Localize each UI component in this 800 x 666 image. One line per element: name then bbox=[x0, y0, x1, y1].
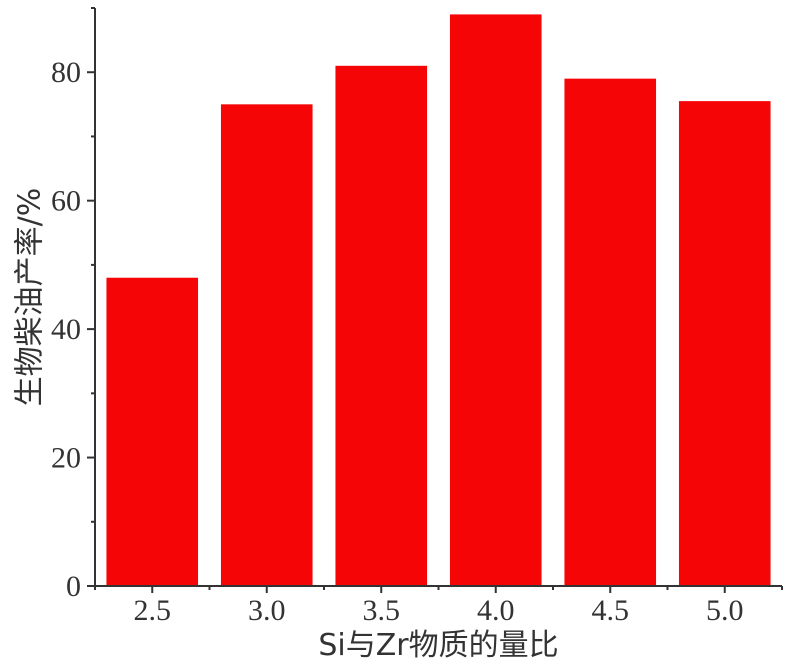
bar-4.5 bbox=[564, 78, 657, 587]
x-tick-label: 3.0 bbox=[248, 594, 286, 627]
y-tick-label: 80 bbox=[51, 56, 81, 89]
bar-2.5 bbox=[106, 277, 199, 586]
x-tick-label: 4.5 bbox=[592, 594, 630, 627]
y-tick-label: 20 bbox=[51, 442, 81, 475]
bar-5.0 bbox=[678, 101, 771, 586]
bar-3.0 bbox=[220, 104, 313, 586]
y-axis-title: 生物柴油产率/% bbox=[13, 188, 48, 407]
ticks-group: 2.5 3.0 3.5 4.0 4.5 5.0 0 20 40 60 80 bbox=[51, 7, 783, 627]
y-tick-label: 40 bbox=[51, 313, 81, 346]
bar-4.0 bbox=[449, 14, 542, 586]
x-tick-label: 3.5 bbox=[363, 594, 401, 627]
x-tick-label: 4.0 bbox=[477, 594, 515, 627]
x-tick-label: 2.5 bbox=[134, 594, 172, 627]
bars-group bbox=[106, 14, 771, 587]
x-tick-label: 5.0 bbox=[706, 594, 744, 627]
bar-3.5 bbox=[335, 65, 428, 587]
y-tick-label: 60 bbox=[51, 185, 81, 218]
y-tick-label: 0 bbox=[66, 570, 81, 603]
x-axis-title: Si与Zr物质的量比 bbox=[318, 628, 558, 663]
